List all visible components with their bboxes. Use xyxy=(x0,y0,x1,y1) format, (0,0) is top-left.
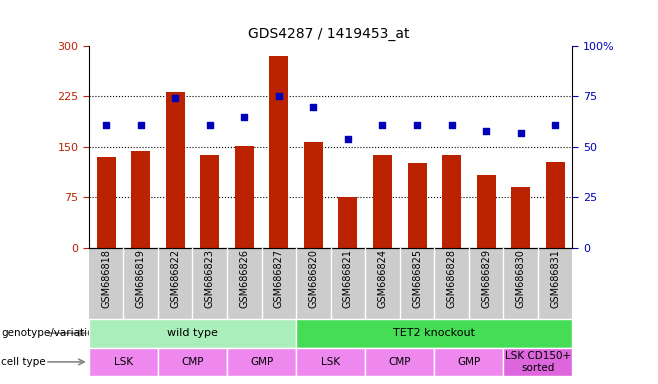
Bar xyxy=(338,197,357,248)
Point xyxy=(481,127,492,134)
Bar xyxy=(131,151,150,248)
Bar xyxy=(442,155,461,248)
Bar xyxy=(269,56,288,248)
Point xyxy=(515,130,526,136)
Text: LSK: LSK xyxy=(114,357,133,367)
Point xyxy=(101,122,111,128)
Point xyxy=(274,93,284,99)
Point xyxy=(377,122,388,128)
Bar xyxy=(166,92,185,248)
Text: GMP: GMP xyxy=(457,357,480,367)
Text: genotype/variation: genotype/variation xyxy=(1,328,101,338)
Bar xyxy=(373,155,392,248)
Bar xyxy=(235,146,254,248)
Point xyxy=(136,122,146,128)
Bar xyxy=(304,142,323,248)
Bar xyxy=(97,157,116,248)
Point xyxy=(343,136,353,142)
Bar xyxy=(200,155,219,248)
Bar xyxy=(407,163,426,248)
Text: GMP: GMP xyxy=(250,357,273,367)
Text: wild type: wild type xyxy=(167,328,218,338)
Point xyxy=(412,122,422,128)
Bar xyxy=(476,175,495,248)
Text: CMP: CMP xyxy=(181,357,204,367)
Point xyxy=(308,103,318,109)
Text: TET2 knockout: TET2 knockout xyxy=(393,328,475,338)
Text: cell type: cell type xyxy=(1,357,46,367)
Point xyxy=(446,122,457,128)
Point xyxy=(239,114,249,120)
Point xyxy=(170,95,180,101)
Point xyxy=(550,122,561,128)
Text: GDS4287 / 1419453_at: GDS4287 / 1419453_at xyxy=(248,27,410,41)
Text: LSK: LSK xyxy=(321,357,340,367)
Point xyxy=(205,122,215,128)
Bar xyxy=(511,187,530,248)
Bar xyxy=(545,162,565,248)
Text: CMP: CMP xyxy=(388,357,411,367)
Text: LSK CD150+
sorted: LSK CD150+ sorted xyxy=(505,351,571,373)
